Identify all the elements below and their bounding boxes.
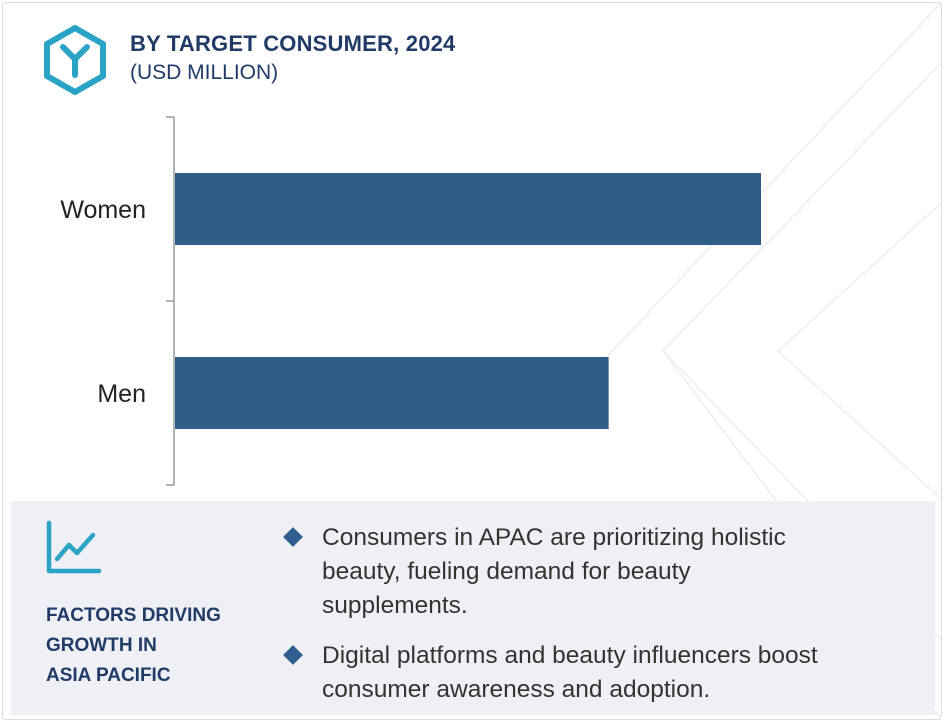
category-label: Men	[97, 380, 146, 408]
hexagon-y-logo-icon	[44, 25, 106, 95]
factor-bullet-line: Digital platforms and beauty influencers…	[322, 642, 818, 669]
factor-bullet: Consumers in APAC are prioritizing holis…	[283, 521, 903, 623]
factor-bullet-line: Consumers in APAC are prioritizing holis…	[322, 524, 786, 551]
factors-heading-line: FACTORS DRIVING	[46, 605, 221, 626]
factor-bullet-line: consumer awareness and adoption.	[322, 676, 711, 703]
factors-heading: FACTORS DRIVING GROWTH IN ASIA PACIFIC	[46, 601, 276, 691]
diamond-bullet-icon	[283, 645, 303, 665]
factors-panel: FACTORS DRIVING GROWTH IN ASIA PACIFIC	[11, 501, 935, 715]
chart-subtitle: (USD MILLION)	[130, 61, 279, 84]
bar-women	[175, 173, 761, 245]
bar-chart: Women Men	[60, 116, 761, 486]
factors-heading-line: GROWTH IN	[46, 635, 157, 656]
trend-line-chart-icon	[46, 520, 102, 574]
diamond-bullet-icon	[283, 527, 303, 547]
category-label: Women	[60, 196, 146, 224]
bar-men	[175, 357, 609, 429]
chart-title: BY TARGET CONSUMER, 2024	[130, 31, 456, 56]
factor-bullet-line: supplements.	[322, 592, 468, 619]
factors-heading-line: ASIA PACIFIC	[46, 665, 171, 686]
factor-bullet-line: beauty, fueling demand for beauty	[322, 558, 691, 585]
factor-bullet: Digital platforms and beauty influencers…	[283, 639, 903, 707]
